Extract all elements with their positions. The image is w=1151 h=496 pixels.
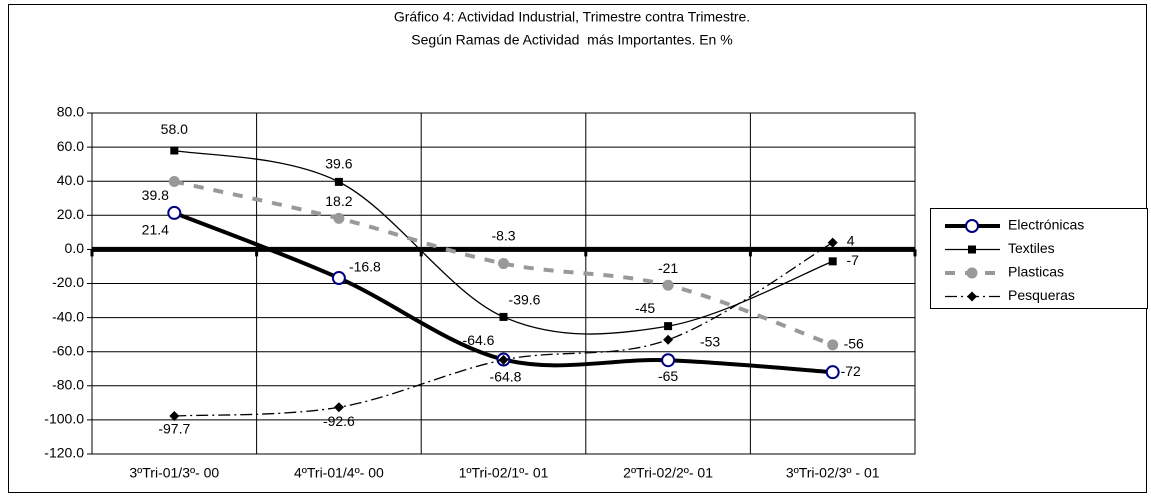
legend-marker (965, 219, 979, 233)
y-tick-label: -100.0 (44, 411, 84, 427)
data-label: -45 (635, 300, 655, 316)
data-point (498, 354, 509, 365)
data-point (825, 365, 840, 380)
y-tick-label: 60.0 (57, 138, 84, 154)
legend-label: Textiles (1008, 240, 1055, 256)
y-tick-label: -120.0 (44, 445, 84, 461)
data-point (828, 257, 837, 266)
data-point (168, 176, 180, 188)
y-tick-label: -20.0 (52, 274, 84, 290)
data-point (662, 279, 674, 291)
data-label: -64.8 (490, 369, 522, 385)
data-label: -97.7 (158, 421, 190, 437)
data-label: 21.4 (142, 222, 169, 238)
data-label: -72 (841, 363, 861, 379)
y-tick-label: -40.0 (52, 308, 84, 324)
legend-marker (966, 267, 978, 279)
legend-label: Plasticas (1008, 264, 1064, 280)
y-tick-label: -80.0 (52, 377, 84, 393)
y-tick-label: -60.0 (52, 342, 84, 358)
data-label: -56 (844, 336, 864, 352)
data-label: 39.6 (325, 156, 352, 172)
legend-marker (967, 291, 977, 302)
chart-title: Gráfico 4: Actividad Industrial, Trimest… (394, 9, 750, 25)
data-point (499, 312, 508, 321)
data-point (827, 339, 839, 351)
data-label: 39.8 (142, 187, 169, 203)
chart-title: Según Ramas de Actividad más Importantes… (411, 32, 732, 48)
data-point (170, 146, 179, 155)
data-point (661, 353, 676, 368)
legend-label: Pesqueras (1008, 287, 1075, 303)
data-label: 4 (847, 232, 855, 248)
data-point (333, 212, 345, 224)
data-label: -65 (658, 368, 678, 384)
y-tick-label: 0.0 (65, 240, 85, 256)
x-tick-label: 4ºTri-01/4º- 00 (294, 465, 384, 481)
y-tick-label: 20.0 (57, 206, 84, 222)
data-point (827, 237, 838, 248)
data-label: -92.6 (323, 413, 355, 429)
data-label: -53 (700, 333, 720, 349)
data-point (663, 334, 674, 345)
data-label: -21 (658, 260, 678, 276)
x-tick-label: 3ºTri-01/3º- 00 (129, 465, 219, 481)
data-label: 18.2 (325, 193, 352, 209)
series-line (173, 179, 834, 347)
x-tick-label: 3ºTri-02/3º - 01 (786, 465, 880, 481)
data-point (333, 402, 344, 413)
y-tick-label: 40.0 (57, 172, 84, 188)
data-label: -64.6 (463, 332, 495, 348)
data-label: -39.6 (509, 292, 541, 308)
data-label: -8.3 (491, 227, 515, 243)
legend-marker (968, 245, 976, 254)
data-point (664, 322, 673, 331)
data-point (169, 410, 180, 421)
data-label: -7 (846, 252, 859, 268)
data-label: -16.8 (349, 259, 381, 275)
data-point (498, 258, 509, 270)
data-point (331, 271, 346, 286)
data-point (167, 205, 182, 220)
data-point (334, 177, 343, 186)
data-label: 58.0 (161, 121, 188, 137)
x-tick-label: 2ºTri-02/2º- 01 (623, 465, 713, 481)
legend-label: Electrónicas (1008, 217, 1084, 233)
x-tick-label: 1ºTri-02/1º- 01 (459, 465, 549, 481)
y-tick-label: 80.0 (57, 104, 84, 120)
